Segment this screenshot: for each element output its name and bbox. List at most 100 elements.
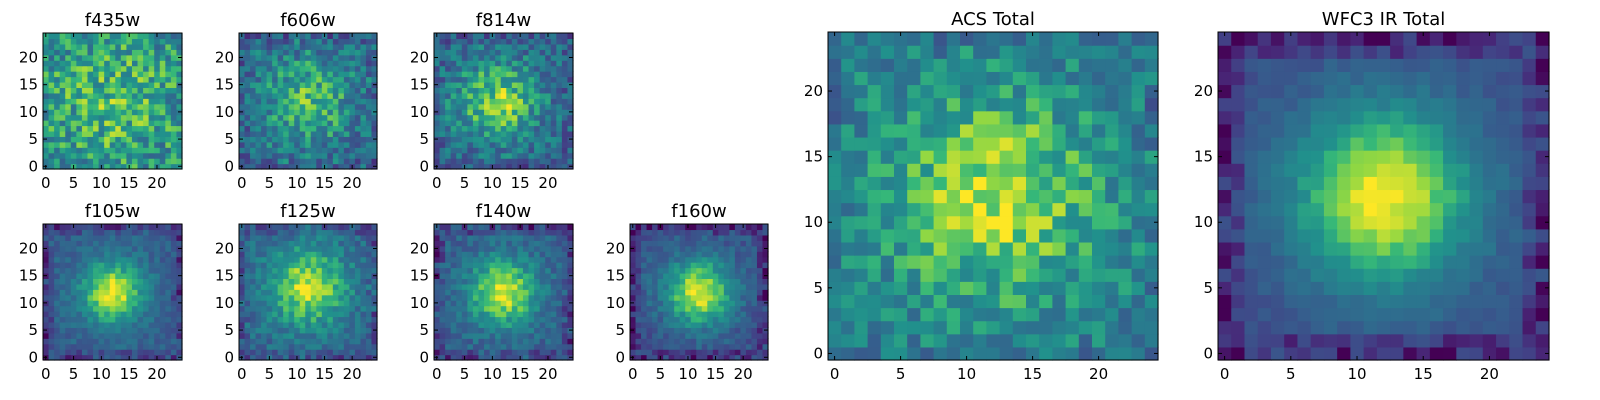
heatmap-cell <box>522 234 530 241</box>
heatmap-cell <box>561 267 569 274</box>
heatmap-cell <box>360 262 367 269</box>
heatmap-cell <box>467 136 474 143</box>
heatmap-cell <box>646 305 653 312</box>
heatmap-cell <box>48 240 55 247</box>
heatmap-cell <box>545 43 552 50</box>
heatmap-cell <box>500 332 507 339</box>
heatmap-cell <box>59 76 66 83</box>
heatmap-cell <box>495 98 502 105</box>
heatmap-cell <box>54 71 61 78</box>
heatmap-cell <box>283 54 290 61</box>
heatmap-cell <box>445 234 452 241</box>
heatmap-cell <box>762 316 769 323</box>
heatmap-cell <box>646 283 653 290</box>
heatmap-cell <box>137 49 144 56</box>
heatmap-cell <box>154 245 161 252</box>
heatmap-cell <box>126 125 133 132</box>
heatmap-cell <box>137 43 144 50</box>
heatmap-cell <box>120 33 127 40</box>
y-tick-label: 5 <box>224 321 234 339</box>
heatmap-cell <box>131 256 139 263</box>
heatmap-cell <box>690 294 697 301</box>
heatmap-cell <box>170 332 178 339</box>
heatmap-cell <box>321 240 328 247</box>
heatmap-cell <box>239 120 246 127</box>
heatmap-cell <box>338 338 345 345</box>
heatmap-cell <box>635 300 642 307</box>
heatmap-cell <box>517 71 524 78</box>
heatmap-cell <box>478 158 485 165</box>
heatmap-cell <box>59 38 66 45</box>
heatmap-cell <box>239 87 246 94</box>
heatmap-cell <box>880 241 895 256</box>
heatmap-cell <box>450 272 457 279</box>
heatmap-cell <box>630 321 637 328</box>
heatmap-cell <box>277 321 284 328</box>
heatmap-cell <box>556 81 563 88</box>
heatmap-cell <box>266 71 273 78</box>
heatmap-cell <box>299 234 306 241</box>
heatmap-cell <box>159 240 166 247</box>
heatmap-cell <box>131 240 139 247</box>
heatmap-cell <box>371 321 378 328</box>
heatmap-cell <box>734 262 741 269</box>
heatmap-cell <box>751 349 758 356</box>
heatmap-cell <box>517 316 524 323</box>
heatmap-cell <box>489 147 496 154</box>
heatmap-cell <box>685 251 692 258</box>
heatmap-cell <box>478 92 485 99</box>
heatmap-cell <box>239 141 246 148</box>
heatmap-cell <box>165 338 172 345</box>
heatmap-cell <box>266 136 273 143</box>
heatmap-cell <box>545 76 552 83</box>
heatmap-cell <box>81 60 89 67</box>
axes-frame <box>433 32 574 170</box>
heatmap-cell <box>550 240 557 247</box>
heatmap-cell <box>1012 268 1027 282</box>
heatmap-cell <box>461 294 468 301</box>
heatmap-cell <box>59 147 66 154</box>
heatmap-cell <box>1065 228 1080 243</box>
heatmap-cell <box>354 283 362 290</box>
heatmap-cell <box>327 343 334 350</box>
heatmap-cell <box>1105 215 1119 230</box>
heatmap-cell <box>338 305 345 312</box>
heatmap-cell <box>159 71 166 78</box>
heatmap-cell <box>70 98 77 105</box>
heatmap-cell <box>696 229 703 236</box>
heatmap-cell <box>354 234 362 241</box>
heatmap-cell <box>751 332 758 339</box>
heatmap-cell <box>495 33 502 40</box>
heatmap-cell <box>255 163 262 170</box>
heatmap-cell <box>137 272 144 279</box>
heatmap-cell <box>467 283 474 290</box>
heatmap-cell <box>718 229 725 236</box>
heatmap-cell <box>762 251 769 258</box>
heatmap-cell <box>305 327 312 334</box>
x-tick-label: 15 <box>315 174 334 192</box>
heatmap-cell <box>723 305 730 312</box>
heatmap-cell <box>472 278 480 285</box>
heatmap-cell <box>239 60 246 67</box>
heatmap-cell <box>472 120 480 127</box>
heatmap-cell <box>272 262 279 269</box>
heatmap-cell <box>294 229 301 236</box>
heatmap-cell <box>93 300 100 307</box>
heatmap-cell <box>305 300 312 307</box>
heatmap-cell <box>332 349 339 356</box>
heatmap-cell <box>299 141 306 148</box>
heatmap-cell <box>630 267 637 274</box>
heatmap-cell <box>244 256 251 263</box>
heatmap-cell <box>472 294 480 301</box>
heatmap-cell <box>87 229 94 236</box>
heatmap-cell <box>365 152 373 159</box>
heatmap-cell <box>244 289 251 296</box>
heatmap-cell <box>933 241 948 256</box>
heatmap-cell <box>467 245 474 252</box>
heatmap-cell <box>933 307 948 322</box>
heatmap-cell <box>679 349 686 356</box>
heatmap-cell <box>1012 281 1027 295</box>
heatmap-cell <box>154 229 161 236</box>
heatmap-cell <box>261 54 268 61</box>
heatmap-cell <box>120 163 127 170</box>
